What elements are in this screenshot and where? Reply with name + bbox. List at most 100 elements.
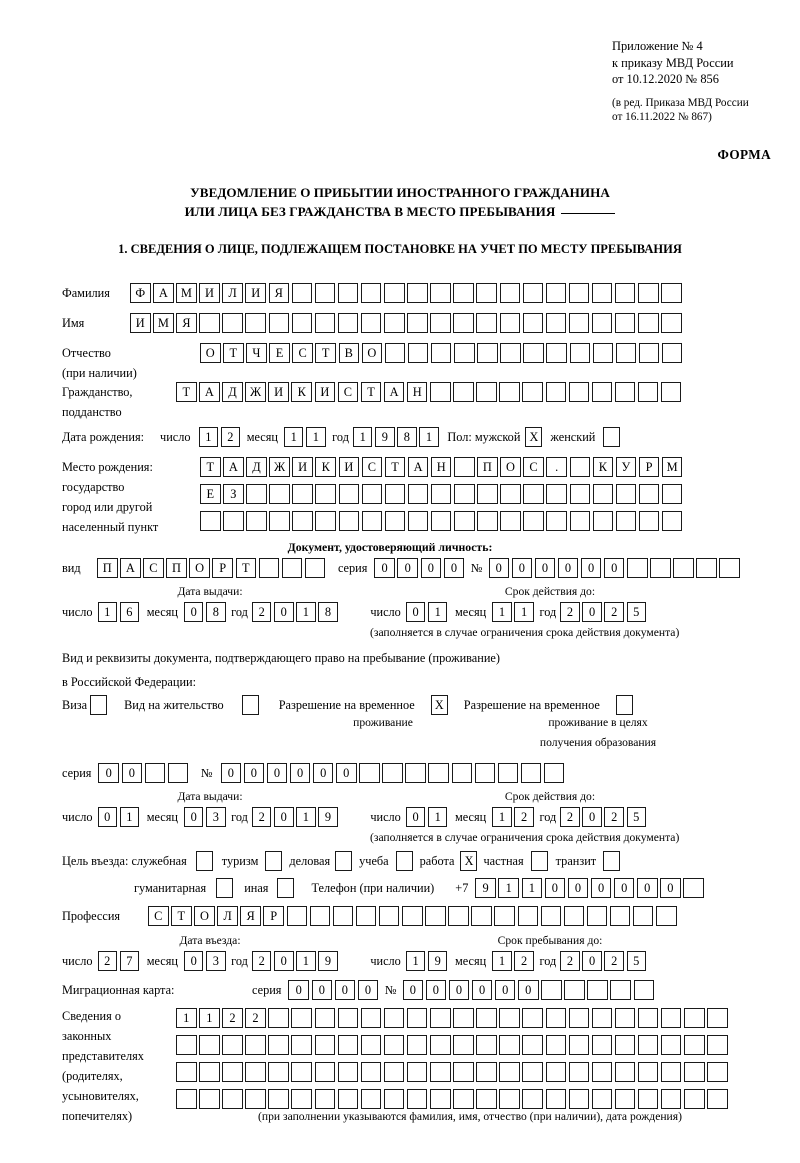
char-cell[interactable]: Д	[222, 382, 243, 402]
char-cell[interactable]	[650, 558, 671, 578]
char-cell[interactable]	[684, 1008, 705, 1028]
char-cell[interactable]	[291, 1089, 312, 1109]
char-cell[interactable]	[378, 906, 400, 926]
char-cell[interactable]: Ф	[130, 283, 151, 303]
char-cell[interactable]	[568, 1035, 590, 1055]
char-cell[interactable]: М	[153, 313, 174, 333]
char-cell[interactable]: А	[383, 382, 405, 402]
char-cell[interactable]	[522, 1089, 543, 1109]
char-cell[interactable]	[454, 343, 475, 363]
purpose-tourism-checkbox[interactable]	[265, 851, 283, 871]
char-cell[interactable]: К	[291, 382, 312, 402]
char-cell[interactable]	[568, 283, 590, 303]
char-cell[interactable]	[637, 1089, 659, 1109]
char-cell[interactable]	[500, 511, 521, 531]
char-cell[interactable]	[684, 1062, 705, 1082]
legal-rep-boxes-3[interactable]	[176, 1062, 730, 1082]
char-cell[interactable]	[304, 558, 326, 578]
char-cell[interactable]: 0	[534, 558, 556, 578]
char-cell[interactable]	[497, 763, 519, 783]
char-cell[interactable]	[661, 283, 682, 303]
char-cell[interactable]	[615, 511, 637, 531]
char-cell[interactable]	[522, 313, 544, 333]
char-cell[interactable]	[500, 484, 521, 504]
char-cell[interactable]: 1	[119, 807, 140, 827]
char-cell[interactable]: 0	[590, 878, 612, 898]
char-cell[interactable]	[660, 1089, 682, 1109]
char-cell[interactable]: 3	[206, 807, 226, 827]
char-cell[interactable]	[406, 1089, 428, 1109]
char-cell[interactable]	[245, 1062, 266, 1082]
char-cell[interactable]	[476, 283, 497, 303]
char-cell[interactable]	[428, 763, 449, 783]
char-cell[interactable]	[360, 1008, 382, 1028]
char-cell[interactable]	[568, 313, 590, 333]
char-cell[interactable]: О	[189, 558, 210, 578]
char-cell[interactable]: И	[292, 457, 313, 477]
char-cell[interactable]	[591, 283, 613, 303]
char-cell[interactable]	[543, 763, 565, 783]
char-cell[interactable]	[477, 511, 498, 531]
char-cell[interactable]: И	[245, 283, 266, 303]
char-cell[interactable]	[614, 1008, 636, 1028]
char-cell[interactable]: 9	[375, 427, 395, 447]
char-cell[interactable]: Я	[176, 313, 197, 333]
char-cell[interactable]: С	[292, 343, 313, 363]
char-cell[interactable]: Н	[430, 457, 452, 477]
purpose-official-checkbox[interactable]	[195, 851, 213, 871]
char-cell[interactable]: А	[199, 382, 220, 402]
char-cell[interactable]	[614, 283, 636, 303]
char-cell[interactable]: 1	[427, 602, 448, 622]
char-cell[interactable]	[637, 1062, 659, 1082]
char-cell[interactable]	[684, 1035, 705, 1055]
char-cell[interactable]: 0	[274, 602, 294, 622]
char-cell[interactable]: 0	[266, 763, 288, 783]
char-cell[interactable]	[222, 1089, 243, 1109]
char-cell[interactable]: 1	[405, 951, 426, 971]
char-cell[interactable]	[144, 763, 166, 783]
char-cell[interactable]: 1	[283, 427, 304, 447]
char-cell[interactable]	[360, 313, 382, 333]
char-cell[interactable]	[719, 558, 740, 578]
char-cell[interactable]	[454, 511, 475, 531]
char-cell[interactable]: 0	[448, 980, 470, 1000]
char-cell[interactable]: 0	[334, 980, 356, 1000]
char-cell[interactable]: 0	[582, 951, 602, 971]
char-cell[interactable]	[384, 283, 405, 303]
char-cell[interactable]: 2	[220, 427, 241, 447]
char-cell[interactable]: 0	[183, 807, 204, 827]
char-cell[interactable]: И	[314, 382, 336, 402]
char-cell[interactable]	[661, 484, 683, 504]
char-cell[interactable]: Я	[268, 283, 290, 303]
char-cell[interactable]	[627, 558, 648, 578]
char-cell[interactable]	[661, 343, 683, 363]
char-cell[interactable]	[384, 511, 406, 531]
char-cell[interactable]: С	[523, 457, 544, 477]
char-cell[interactable]: 0	[220, 763, 242, 783]
char-cell[interactable]	[199, 1062, 220, 1082]
char-cell[interactable]: 9	[427, 951, 448, 971]
char-cell[interactable]	[405, 763, 426, 783]
char-cell[interactable]	[286, 906, 308, 926]
char-cell[interactable]: 0	[183, 602, 204, 622]
purpose-work-checkbox[interactable]: X	[460, 851, 478, 871]
char-cell[interactable]	[222, 1062, 243, 1082]
char-cell[interactable]	[476, 1062, 497, 1082]
char-cell[interactable]: Ж	[245, 382, 266, 402]
char-cell[interactable]: 8	[206, 602, 226, 622]
char-cell[interactable]	[406, 1035, 428, 1055]
char-cell[interactable]: 2	[97, 951, 118, 971]
char-cell[interactable]: А	[223, 457, 244, 477]
purpose-business-checkbox[interactable]	[335, 851, 353, 871]
